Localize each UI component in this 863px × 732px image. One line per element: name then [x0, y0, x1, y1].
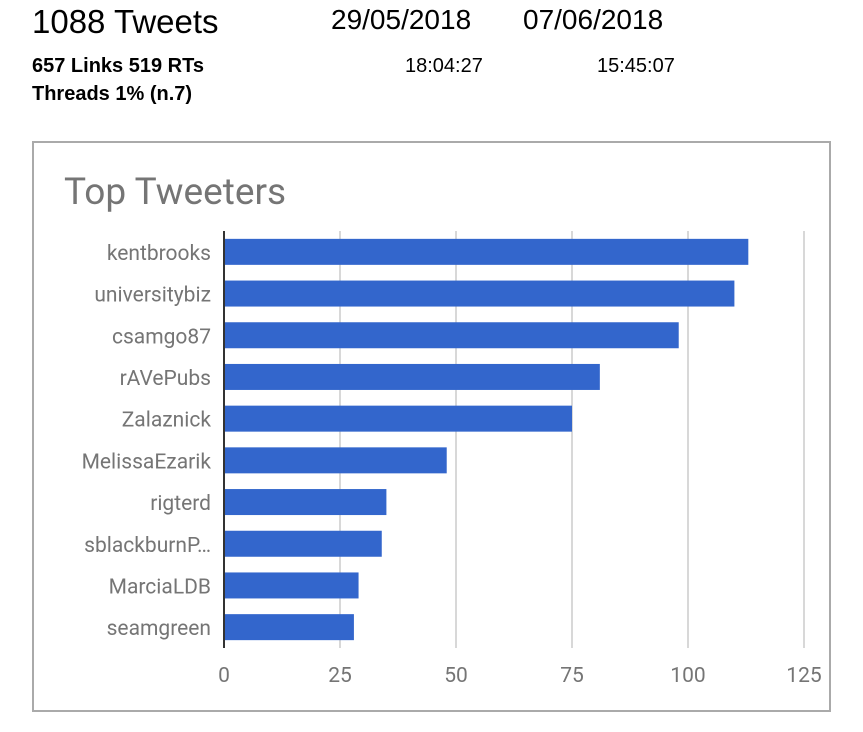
date-start: 29/05/2018 — [331, 4, 472, 35]
x-tick-label: 0 — [218, 664, 230, 688]
x-tick-label: 100 — [670, 664, 705, 688]
top-tweeters-chart: Top Tweeters kentbrooks universitybiz csam… — [32, 141, 831, 712]
bar-csamgo87 — [224, 322, 679, 349]
bar-universitybiz — [224, 280, 735, 307]
category-label: kentbrooks — [107, 242, 211, 266]
bar-rigterd — [224, 489, 387, 516]
bar-MarciaLDB — [224, 572, 359, 599]
time-start: 18:04:27 — [405, 55, 483, 77]
chart-title: Top Tweeters — [64, 171, 286, 214]
category-label: MarciaLDB — [109, 575, 211, 599]
bar-MelissaEzarik — [224, 447, 447, 474]
chart-canvas: Top Tweeters kentbrooks universitybiz csam… — [64, 171, 822, 688]
time-end: 15:45:07 — [597, 55, 675, 77]
bar-rAVePubs — [224, 363, 600, 390]
x-tick-label: 125 — [786, 664, 821, 688]
category-labels: kentbrooks universitybiz csamgo87 rAVePubs Z… — [82, 242, 212, 641]
x-tick-label: 50 — [444, 664, 468, 688]
category-label: sblackburnP… — [84, 534, 211, 558]
bars — [224, 238, 749, 641]
category-label: Zalaznick — [122, 409, 212, 433]
x-tick-label: 75 — [560, 664, 584, 688]
category-label: rigterd — [150, 492, 211, 516]
threads-stat: Threads 1% (n.7) — [32, 83, 193, 105]
bar-sblackburnP… — [224, 530, 382, 557]
date-end: 07/06/2018 — [523, 4, 664, 35]
category-label: csamgo87 — [112, 325, 211, 349]
category-label: MelissaEzarik — [82, 450, 212, 474]
tweets-total: 1088 Tweets — [32, 3, 219, 40]
x-tick-label: 25 — [328, 664, 352, 688]
category-label: seamgreen — [107, 617, 211, 641]
bar-kentbrooks — [224, 238, 749, 265]
links-retweets-count: 657 Links 519 RTs — [32, 55, 204, 77]
bar-Zalaznick — [224, 405, 572, 432]
x-axis-ticks: 0 25 50 75 100 125 — [218, 664, 822, 688]
category-label: rAVePubs — [120, 367, 211, 391]
category-label: universitybiz — [94, 284, 211, 308]
bar-seamgreen — [224, 614, 354, 641]
